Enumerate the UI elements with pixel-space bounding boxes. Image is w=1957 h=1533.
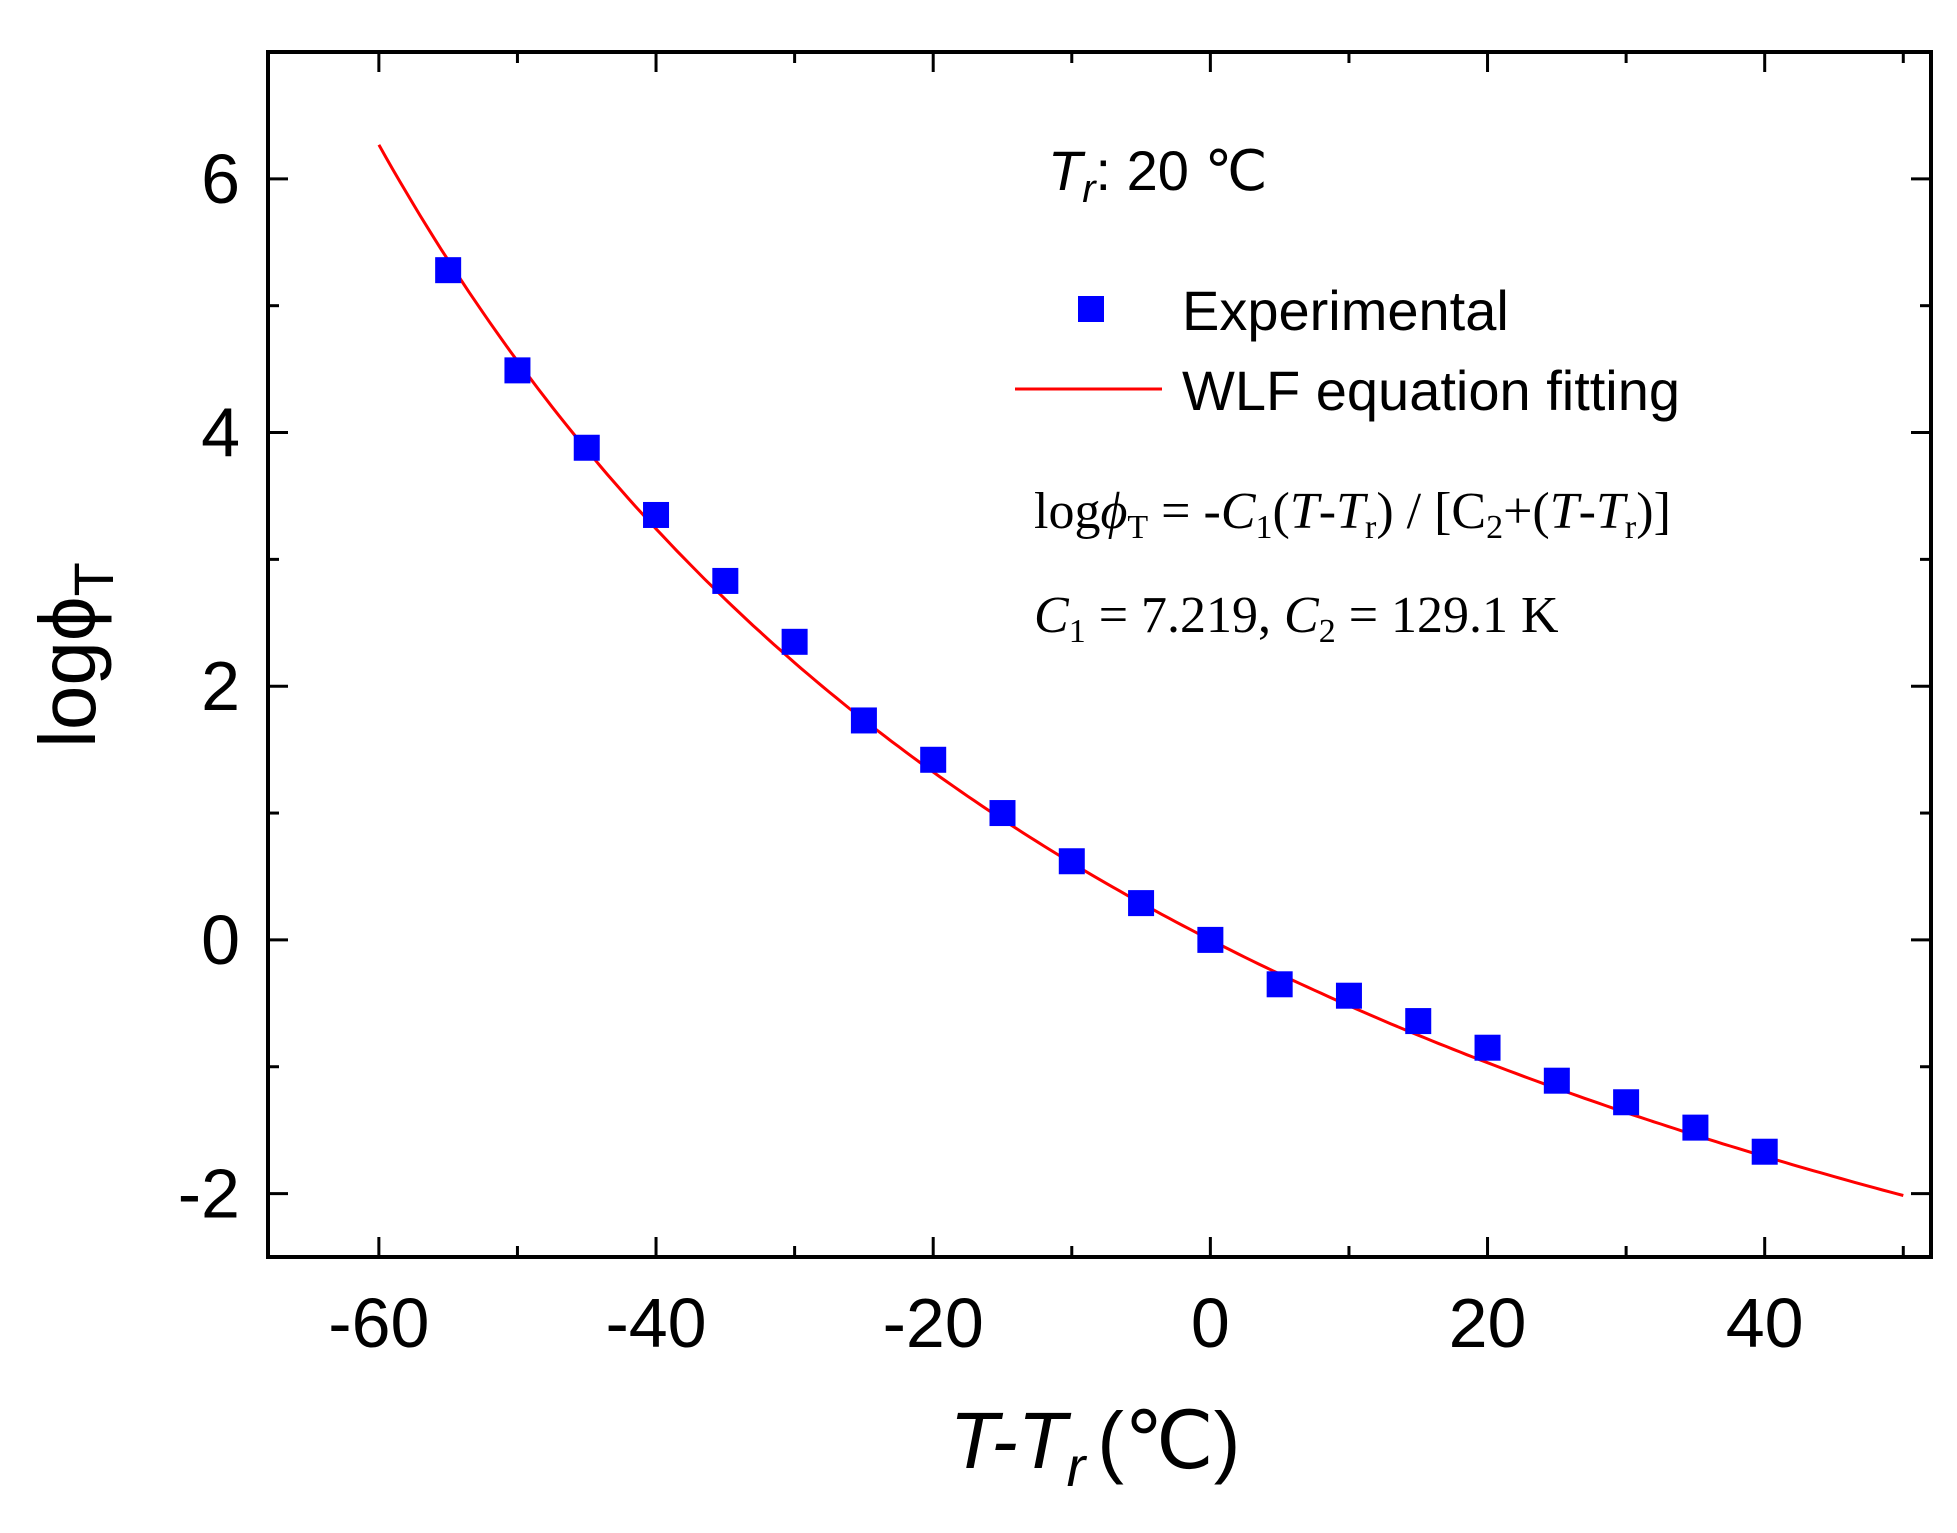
x-tick-label: 40 [1726, 1284, 1804, 1362]
experimental-point [712, 567, 739, 594]
experimental-point [1751, 1138, 1778, 1165]
experimental-point [1543, 1067, 1570, 1094]
legend-square-marker [1078, 296, 1104, 322]
reference-temp-sub: r [1082, 167, 1097, 211]
experimental-point [1058, 848, 1085, 875]
y-axis-title-main: logϕ [23, 596, 112, 748]
y-tick-label: 6 [201, 140, 240, 218]
experimental-point [1405, 1008, 1432, 1035]
legend-label-fit: WLF equation fitting [1182, 359, 1680, 422]
y-tick-label: 2 [201, 647, 240, 725]
experimental-point [1613, 1089, 1640, 1116]
reference-temp-text: : 20 ℃ [1096, 139, 1268, 202]
y-tick-label: 0 [201, 901, 240, 979]
experimental-point [850, 707, 877, 734]
experimental-point [1682, 1114, 1709, 1141]
x-axis-title: T-Tr (℃) [950, 1396, 1241, 1498]
x-tick-label: -40 [605, 1284, 706, 1362]
y-axis-title-sub: T [62, 562, 125, 596]
experimental-point [1197, 926, 1224, 953]
y-tick-label: 4 [201, 394, 240, 472]
legend: Experimental WLF equation fitting [1015, 279, 1680, 422]
experimental-point [920, 746, 947, 773]
x-tick-label: 20 [1449, 1284, 1527, 1362]
x-tick-label: -20 [883, 1284, 984, 1362]
y-axis-title: logϕT [23, 562, 125, 748]
x-axis-title-sub: r [1067, 1435, 1088, 1498]
x-axis-title-main: T-T [950, 1396, 1072, 1485]
legend-label-experimental: Experimental [1182, 279, 1509, 342]
experimental-point [435, 257, 462, 284]
equation-annotation: logϕT = -C1(T-Tr) / [C2+(T-Tr)] [1034, 483, 1671, 546]
x-tick-label: -60 [328, 1284, 429, 1362]
experimental-point [643, 501, 670, 528]
x-axis-title-unit: (℃) [1097, 1396, 1240, 1485]
experimental-markers [435, 257, 1778, 1165]
y-tick-label: -2 [178, 1155, 240, 1233]
reference-temp-symbol: T [1048, 139, 1086, 202]
experimental-point [573, 434, 600, 461]
experimental-point [1128, 890, 1155, 917]
experimental-point [504, 357, 531, 384]
x-tick-label: 0 [1191, 1284, 1230, 1362]
experimental-point [989, 800, 1016, 827]
plot-frame [266, 50, 1933, 1259]
experimental-point [1335, 982, 1362, 1009]
parameters-annotation: C1 = 7.219, C2 = 129.1 K [1034, 587, 1559, 650]
experimental-point [1474, 1034, 1501, 1061]
axis-ticks [268, 52, 1931, 1257]
experimental-point [781, 628, 808, 655]
reference-temp-annotation: Tr: 20 ℃ [1048, 139, 1267, 211]
experimental-point [1266, 971, 1293, 998]
